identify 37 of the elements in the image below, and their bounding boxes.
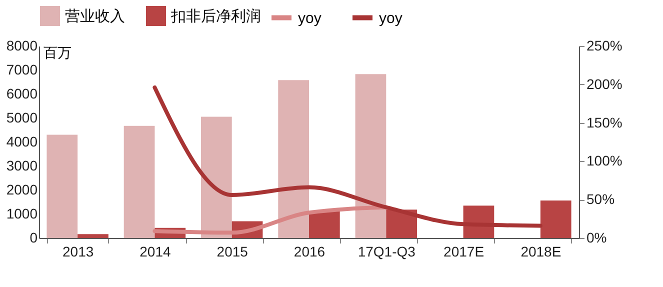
legend-label: yoy	[298, 10, 322, 27]
bar	[78, 234, 108, 238]
bar	[309, 211, 340, 238]
legend-label: yoy	[379, 10, 403, 27]
y2-tick-label: 0%	[586, 230, 607, 246]
x-tick-label: 2015	[216, 244, 248, 260]
bar	[124, 126, 155, 238]
y-tick-label: 7000	[6, 62, 38, 78]
y-tick-label: 4000	[6, 134, 38, 150]
bar	[201, 116, 232, 238]
y-tick-label: 5000	[6, 110, 38, 126]
y2-tick-label: 150%	[586, 114, 622, 130]
y-tick-label: 3000	[6, 158, 38, 174]
y-axis-title: 百万	[44, 44, 72, 60]
y-tick-label: 8000	[6, 38, 38, 54]
y-tick-label: 6000	[6, 86, 38, 102]
x-tick-label: 2018E	[520, 244, 562, 260]
x-tick-label: 2014	[140, 244, 171, 260]
x-tick-label: 2017E	[444, 244, 484, 260]
x-tick-label: 17Q1-Q3	[358, 244, 416, 260]
y2-tick-label: 200%	[586, 76, 622, 92]
y2-tick-label: 100%	[586, 152, 622, 169]
legend-label: 扣非后净利润	[170, 8, 261, 25]
y2-tick-label: 250%	[586, 38, 622, 54]
y-tick-label: 2000	[6, 182, 38, 198]
y-tick-label: 1000	[6, 206, 38, 222]
bar	[46, 134, 78, 238]
line-series	[152, 85, 542, 228]
y2-tick-label: 50%	[586, 191, 615, 208]
bar	[355, 74, 386, 238]
bar	[278, 80, 309, 238]
line-series	[152, 205, 388, 235]
x-tick-label: 2013	[62, 244, 94, 260]
legend-label: 营业收入	[65, 8, 125, 25]
bar	[540, 200, 572, 238]
x-tick-label: 2016	[294, 244, 326, 260]
y-tick-label: 0	[30, 230, 38, 246]
